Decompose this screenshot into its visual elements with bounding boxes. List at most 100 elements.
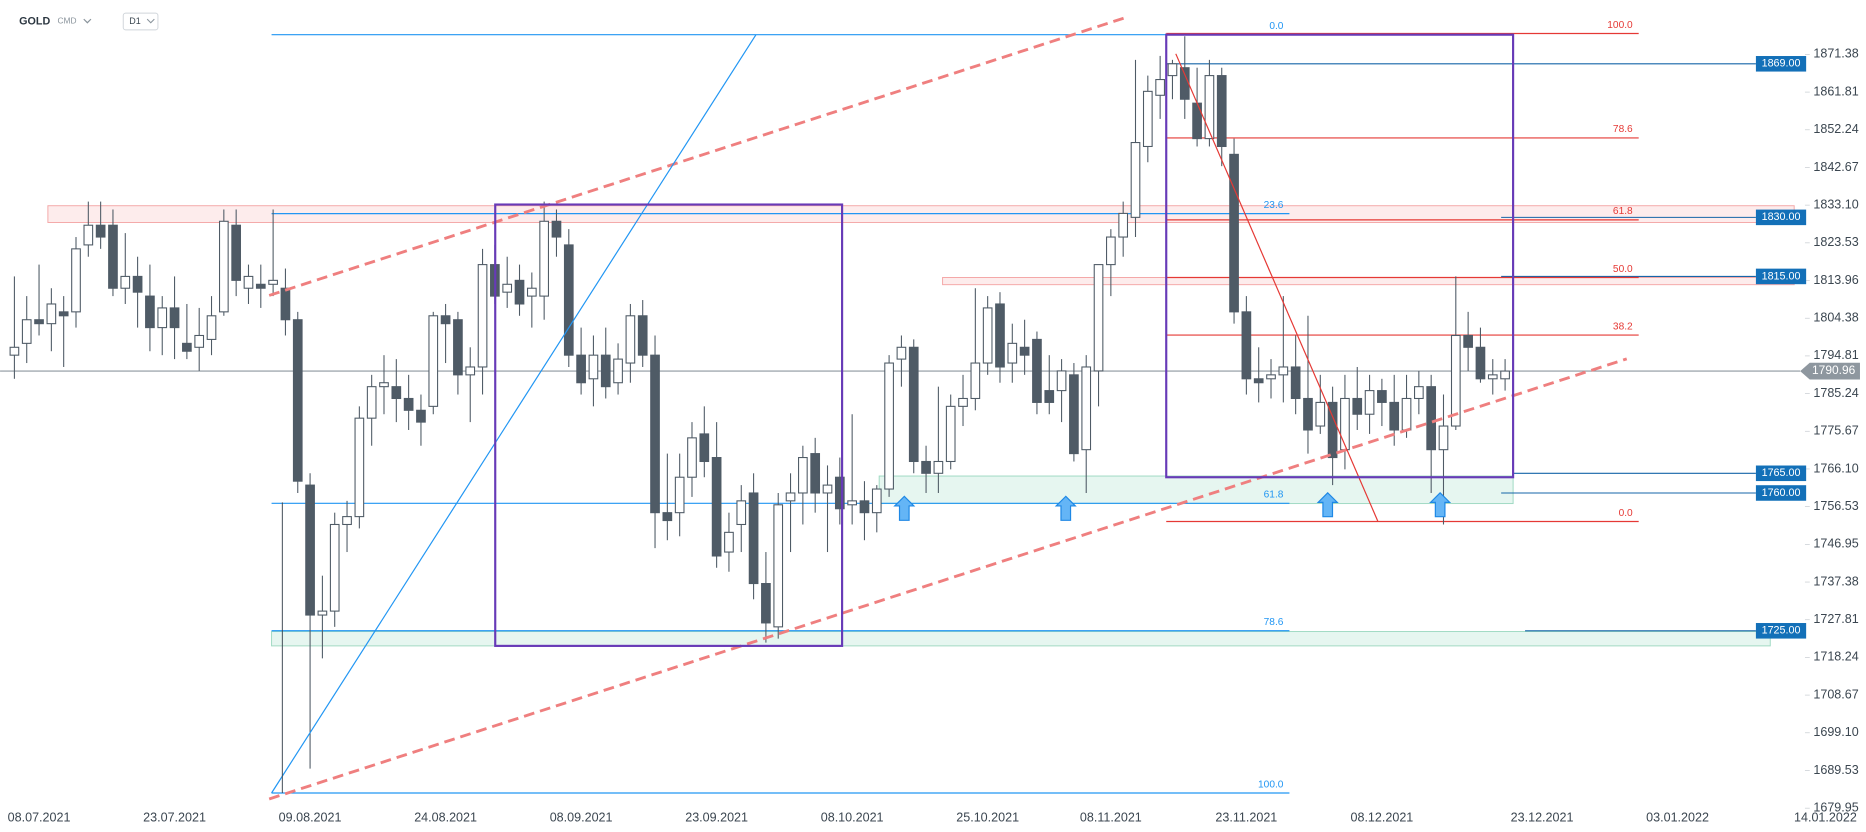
- candle-body: [268, 279, 278, 285]
- drawings: [268, 16, 1628, 801]
- level-tag: [1755, 465, 1807, 482]
- candle-body: [1167, 63, 1178, 77]
- candle-body: [995, 303, 1005, 368]
- candle-body: [945, 405, 956, 463]
- candle-body: [1352, 397, 1363, 415]
- candle-body: [674, 476, 685, 514]
- candle-body: [588, 354, 599, 380]
- candle-body: [847, 500, 857, 506]
- resistance-zone: [942, 277, 1795, 286]
- candle-body: [600, 354, 611, 388]
- candle-body: [477, 264, 488, 368]
- y-tick-label: 1775.67: [1813, 424, 1858, 438]
- dropdown-icon[interactable]: [83, 18, 92, 24]
- candle-body: [896, 346, 907, 360]
- candle-body: [108, 224, 118, 289]
- x-tick-label: 23.11.2021: [1215, 810, 1277, 824]
- x-tick-label: 25.10.2021: [956, 810, 1019, 824]
- x-tick-label: 23.07.2021: [143, 810, 206, 824]
- level-label: 1869.00: [1762, 58, 1801, 70]
- x-tick-label: 23.12.2021: [1511, 810, 1574, 824]
- y-tick-label: 1804.38: [1813, 311, 1858, 325]
- candle-body: [1364, 390, 1375, 415]
- candle-body: [711, 457, 722, 557]
- candle-body: [1056, 370, 1067, 392]
- y-tick-label: 1689.53: [1813, 763, 1858, 777]
- candle-body: [1463, 334, 1473, 348]
- candle-body: [46, 303, 57, 325]
- current-price-label: 1790.96: [1812, 363, 1856, 377]
- trend-line: [268, 357, 1628, 801]
- candle-body: [9, 346, 20, 356]
- x-tick-label: 23.09.2021: [685, 810, 748, 824]
- candle-body: [292, 319, 303, 482]
- candle-body: [563, 244, 574, 356]
- level-label: 1760.00: [1762, 487, 1801, 499]
- fib-label: 0.0: [1619, 508, 1633, 519]
- fib-label: 100.0: [1607, 20, 1633, 31]
- candle-body: [662, 512, 673, 522]
- candle-body: [613, 358, 623, 384]
- candle-body: [761, 583, 771, 624]
- x-tick-label: 03.01.2022: [1646, 810, 1709, 824]
- candle-body: [970, 362, 981, 400]
- candle-body: [428, 315, 439, 407]
- range-box: [1165, 33, 1515, 479]
- y-tick-label: 1852.24: [1813, 122, 1858, 136]
- candle-body: [1118, 212, 1129, 238]
- support-zone: [271, 631, 1771, 647]
- candle-body: [551, 220, 562, 238]
- candle-body: [145, 295, 155, 329]
- candle-body: [71, 248, 81, 313]
- candle-body: [1500, 370, 1510, 380]
- candle-body: [218, 220, 229, 313]
- candle-body: [1414, 386, 1424, 400]
- range-box: [494, 203, 844, 647]
- candle-body: [169, 307, 180, 329]
- candle-body: [329, 523, 340, 612]
- candle-body: [1229, 153, 1239, 313]
- candle-body: [440, 315, 451, 325]
- fib-label: 23.6: [1264, 200, 1284, 211]
- candle-body: [539, 220, 549, 297]
- candle-body: [1155, 79, 1165, 96]
- candle-body: [157, 307, 168, 329]
- candle-body: [182, 342, 192, 352]
- candle-body: [871, 488, 882, 514]
- x-tick-label: 08.11.2021: [1080, 810, 1142, 824]
- candle-body: [1266, 374, 1276, 380]
- candle-body: [465, 366, 476, 376]
- candle-body: [1315, 401, 1326, 427]
- y-tick-label: 1842.67: [1813, 160, 1858, 174]
- candle-body: [822, 484, 833, 494]
- candle-body: [1487, 374, 1498, 380]
- candle-body: [391, 386, 402, 400]
- y-tick-label: 1823.53: [1813, 235, 1858, 249]
- candle-body: [1044, 390, 1055, 403]
- candle-body: [83, 224, 94, 246]
- candle-body: [1142, 90, 1153, 148]
- candle-body: [1216, 75, 1227, 148]
- y-tick-label: 1727.81: [1813, 612, 1858, 626]
- candle-body: [933, 460, 944, 474]
- y-tick-label: 1813.96: [1813, 273, 1858, 287]
- candle-body: [1253, 378, 1264, 384]
- candle-body: [317, 610, 328, 616]
- interval[interactable]: D1: [129, 16, 140, 26]
- candle-body: [1069, 374, 1079, 455]
- interval-selector[interactable]: [122, 12, 159, 31]
- dropdown-icon[interactable]: [146, 18, 155, 24]
- candle-body: [416, 409, 426, 423]
- candle-body: [1032, 338, 1042, 403]
- candle-body: [403, 397, 414, 411]
- candle-body: [859, 500, 870, 514]
- y-tick-label: 1679.95: [1813, 800, 1858, 814]
- candle-body: [1438, 425, 1449, 451]
- symbol: GOLD: [19, 15, 50, 27]
- levels: 0.0 23.6 61.8 78.6 100.0 100.0 78.6 61.8 50.0 38.…: [0, 20, 1801, 794]
- x-tick-label: 08.09.2021: [550, 810, 613, 824]
- candle-body: [1130, 142, 1141, 218]
- candle-body: [576, 354, 586, 384]
- axes: 1871.38 1861.81 1852.24 1842.67 1833.10 1823.…: [8, 47, 1860, 824]
